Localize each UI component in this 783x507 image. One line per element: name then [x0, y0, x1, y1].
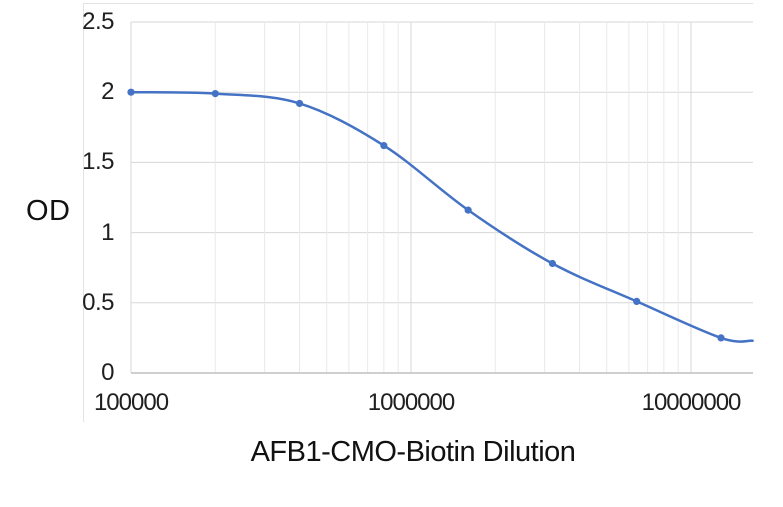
chart-area-border-left: [83, 3, 84, 422]
y-tick-label: 2.5: [82, 8, 114, 35]
x-tick-label: 10000000: [641, 389, 742, 416]
y-tick-label: 0.5: [82, 288, 114, 316]
data-point-marker: [464, 206, 472, 214]
x-axis-title: AFB1-CMO-Biotin Dilution: [250, 436, 576, 468]
data-point-marker: [633, 297, 641, 305]
data-point-marker: [717, 334, 725, 342]
series-curve: [129, 90, 754, 343]
data-point-marker: [548, 259, 557, 268]
y-tick-label: 1.5: [82, 148, 114, 176]
y-tick-label: 2: [101, 78, 114, 106]
data-point-marker: [211, 90, 219, 98]
chart-area-border-top: [83, 3, 753, 4]
data-point-marker: [127, 88, 135, 96]
y-tick-label: 0: [101, 359, 114, 386]
data-point-marker: [295, 99, 304, 108]
y-tick-label: 1: [101, 218, 114, 246]
y-axis-title: OD: [26, 195, 71, 227]
x-tick-label: 1000000: [367, 389, 455, 416]
data-point-marker: [380, 141, 388, 150]
x-tick-label: 100000: [93, 389, 169, 416]
